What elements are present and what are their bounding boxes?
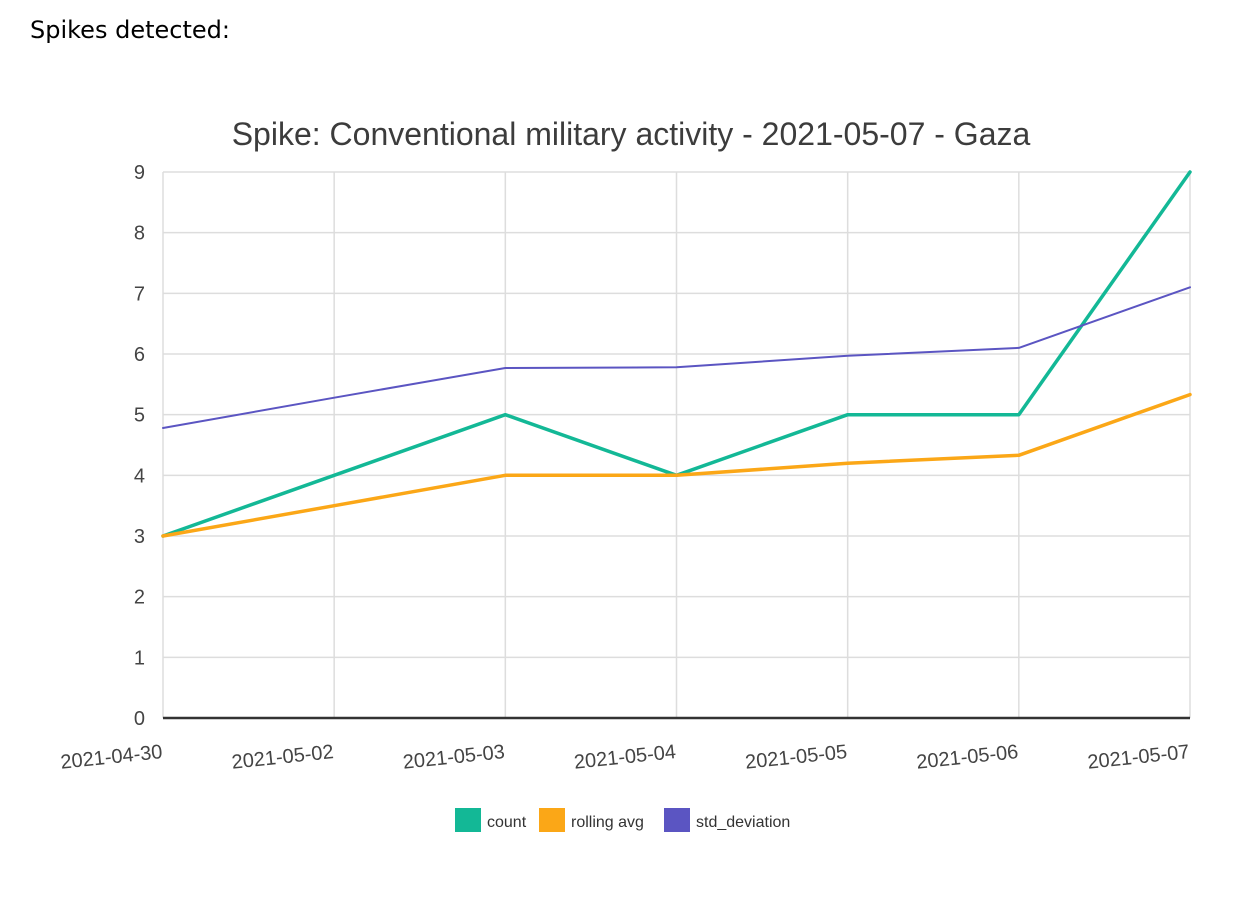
chart-title: Spike: Conventional military activity - … (232, 116, 1031, 152)
x-tick-label: 2021-04-30 (59, 741, 163, 774)
y-tick-label: 3 (134, 526, 145, 548)
legend-swatch (539, 808, 565, 832)
y-tick-label: 0 (134, 708, 145, 730)
y-tick-label: 2 (134, 587, 145, 609)
x-tick-label: 2021-05-05 (744, 741, 848, 774)
y-tick-label: 6 (134, 344, 145, 366)
legend-label: rolling avg (571, 814, 644, 831)
y-axis-ticks: 0 1 2 3 4 5 6 7 8 9 (134, 162, 145, 730)
chart-legend: count rolling avg std_deviation (455, 808, 790, 832)
series-line-rolling-avg (161, 392, 1192, 538)
x-axis-ticks: 2021-04-30 2021-05-02 2021-05-03 2021-05-04… (59, 741, 1190, 774)
chart-grid (162, 171, 1191, 718)
y-tick-label: 8 (134, 223, 145, 245)
y-tick-label: 5 (134, 405, 145, 427)
chart-series (161, 170, 1192, 538)
y-tick-label: 7 (134, 283, 145, 305)
x-tick-label: 2021-05-04 (573, 741, 677, 774)
legend-swatch (455, 808, 481, 832)
y-tick-label: 9 (134, 162, 145, 184)
legend-swatch (664, 808, 690, 832)
x-tick-label: 2021-05-02 (231, 741, 335, 774)
x-tick-label: 2021-05-03 (402, 741, 506, 774)
page-heading: Spikes detected: (30, 16, 230, 44)
y-tick-label: 4 (134, 465, 145, 487)
x-tick-label: 2021-05-07 (1086, 741, 1190, 774)
legend-label: count (487, 814, 527, 831)
y-tick-label: 1 (134, 647, 145, 669)
x-tick-label: 2021-05-06 (915, 741, 1019, 774)
legend-label: std_deviation (696, 814, 790, 831)
series-line-std-deviation (162, 286, 1191, 429)
